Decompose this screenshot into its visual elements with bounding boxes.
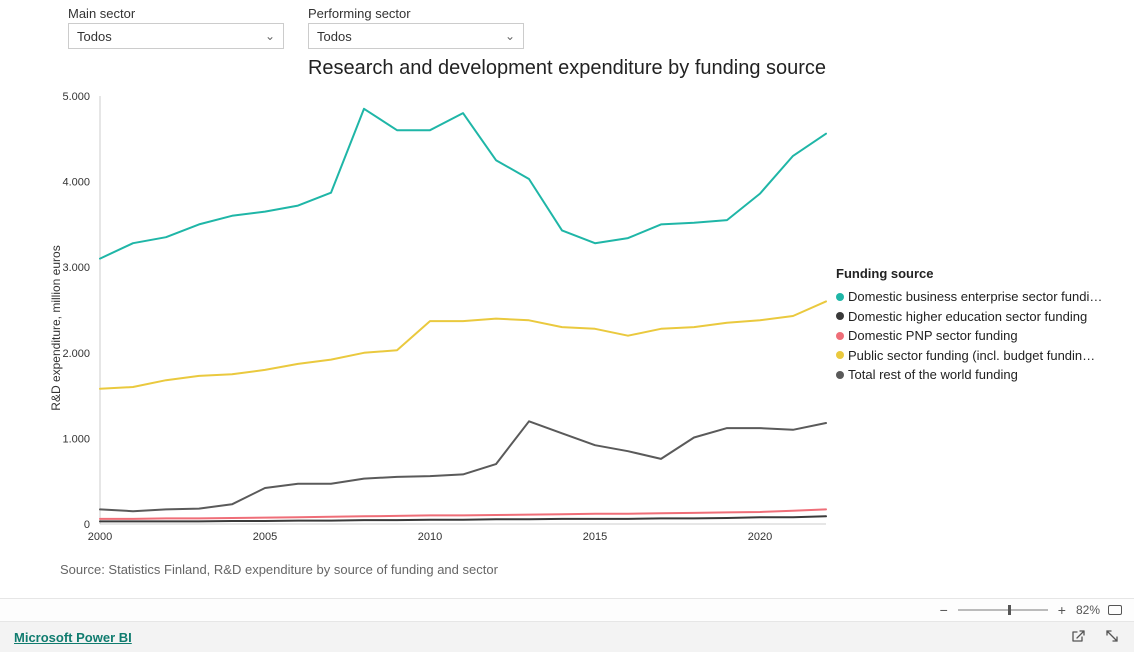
legend-item[interactable]: Domestic business enterprise sector fund… — [836, 287, 1122, 307]
source-note: Source: Statistics Finland, R&D expendit… — [0, 556, 1134, 577]
chevron-down-icon: ⌄ — [505, 29, 515, 43]
filter-main-sector: Main sector Todos ⌄ — [68, 6, 284, 49]
zoom-bar: − + 82% — [0, 598, 1134, 622]
svg-text:2010: 2010 — [418, 531, 442, 543]
fullscreen-icon[interactable] — [1104, 628, 1120, 647]
y-axis-label: R&D expenditure, million euros — [49, 245, 63, 410]
filter-performing-sector: Performing sector Todos ⌄ — [308, 6, 524, 49]
svg-text:1.000: 1.000 — [62, 433, 90, 445]
svg-text:5.000: 5.000 — [62, 91, 90, 103]
svg-text:2005: 2005 — [253, 531, 277, 543]
filter-main-sector-value: Todos — [77, 29, 112, 44]
svg-text:4.000: 4.000 — [62, 177, 90, 189]
filter-performing-sector-select[interactable]: Todos ⌄ — [308, 23, 524, 49]
zoom-in-button[interactable]: + — [1056, 602, 1068, 618]
filter-row: Main sector Todos ⌄ Performing sector To… — [0, 0, 1134, 49]
legend-item[interactable]: Public sector funding (incl. budget fund… — [836, 346, 1122, 366]
svg-text:3.000: 3.000 — [62, 262, 90, 274]
legend-color-dot — [836, 332, 844, 340]
zoom-slider[interactable] — [958, 609, 1048, 611]
chart-title: Research and development expenditure by … — [0, 57, 1134, 80]
legend-label: Public sector funding (incl. budget fund… — [848, 346, 1095, 366]
legend-label: Domestic business enterprise sector fund… — [848, 287, 1102, 307]
filter-main-sector-select[interactable]: Todos ⌄ — [68, 23, 284, 49]
chart-area: R&D expenditure, million euros 0 1.000 2.0… — [0, 86, 1134, 556]
svg-text:2020: 2020 — [748, 531, 772, 543]
filter-performing-sector-value: Todos — [317, 29, 352, 44]
legend-label: Domestic PNP sector funding — [848, 326, 1018, 346]
legend-color-dot — [836, 312, 844, 320]
svg-text:2.000: 2.000 — [62, 348, 90, 360]
powerbi-brand-link[interactable]: Microsoft Power BI — [14, 630, 132, 645]
legend-color-dot — [836, 351, 844, 359]
legend-label: Total rest of the world funding — [848, 365, 1018, 385]
zoom-percent-label: 82% — [1076, 603, 1100, 617]
legend-label: Domestic higher education sector funding — [848, 307, 1087, 327]
share-icon[interactable] — [1070, 628, 1086, 647]
svg-text:0: 0 — [84, 519, 90, 531]
footer-bar: Microsoft Power BI — [0, 622, 1134, 652]
legend-item[interactable]: Domestic higher education sector funding — [836, 307, 1122, 327]
legend-color-dot — [836, 293, 844, 301]
legend-color-dot — [836, 371, 844, 379]
legend: Funding source Domestic business enterpr… — [836, 266, 1122, 385]
legend-item[interactable]: Domestic PNP sector funding — [836, 326, 1122, 346]
fit-to-page-icon[interactable] — [1108, 605, 1122, 615]
filter-performing-sector-label: Performing sector — [308, 6, 524, 21]
zoom-slider-handle[interactable] — [1008, 605, 1011, 615]
legend-title: Funding source — [836, 266, 1122, 281]
svg-text:2000: 2000 — [88, 531, 112, 543]
legend-item[interactable]: Total rest of the world funding — [836, 365, 1122, 385]
chevron-down-icon: ⌄ — [265, 29, 275, 43]
zoom-out-button[interactable]: − — [938, 602, 950, 618]
svg-text:2015: 2015 — [583, 531, 607, 543]
filter-main-sector-label: Main sector — [68, 6, 284, 21]
